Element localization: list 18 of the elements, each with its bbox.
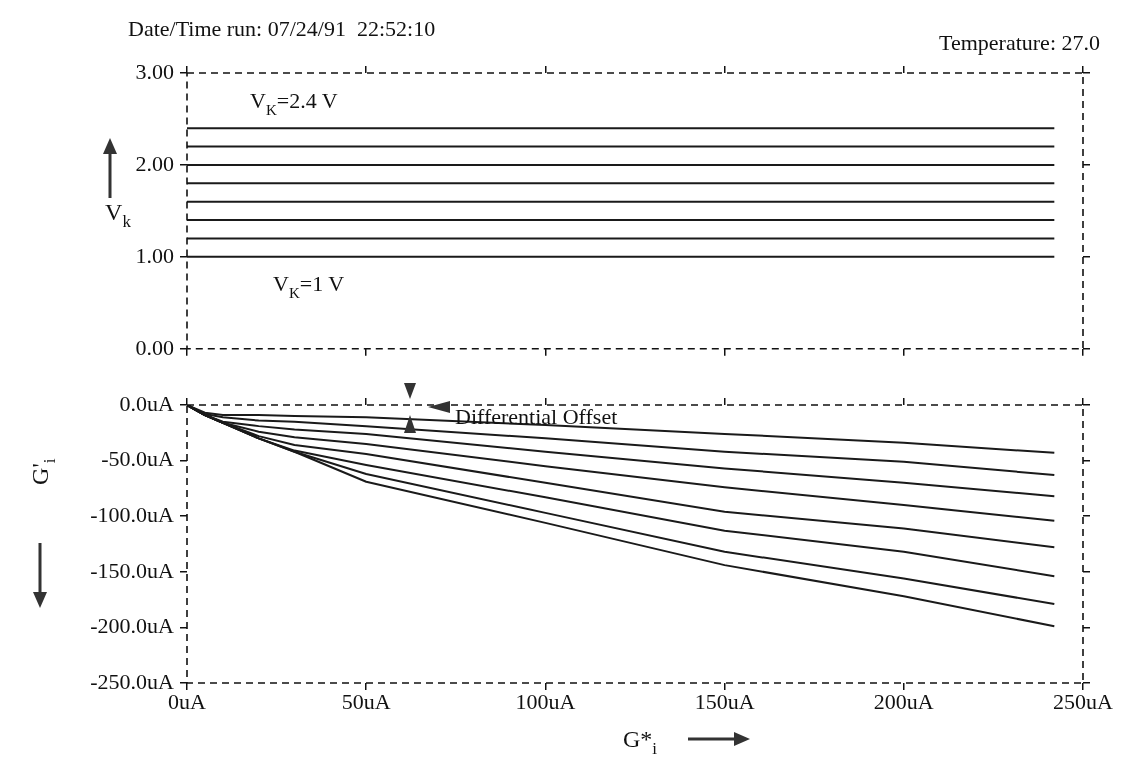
x-tick-label: 200uA (873, 688, 934, 714)
x-tick-label: 150uA (694, 688, 755, 714)
y-tick-label: 1.00 (135, 242, 174, 268)
y-tick-label: -50.0uA (101, 446, 175, 472)
y-tick-label: 0.0uA (119, 390, 175, 416)
y-tick-label: -150.0uA (90, 557, 175, 583)
y-tick-label: -200.0uA (90, 613, 175, 639)
y-tick-label: 2.00 (135, 150, 174, 176)
y-tick-label: 0.00 (135, 334, 174, 360)
annotation: Differential Offset (455, 404, 618, 429)
chart-title: Date/Time run: 07/24/91 22:52:10 (128, 16, 436, 41)
x-tick-label: 100uA (515, 688, 576, 714)
y-tick-label: 3.00 (135, 58, 174, 84)
text: Temperature: 27.0 (939, 30, 1100, 55)
y-axis-title: G'i (27, 458, 60, 485)
y-tick-label: -100.0uA (90, 501, 175, 527)
x-tick-label: 250uA (1053, 688, 1114, 714)
x-tick-label: 50uA (341, 688, 391, 714)
